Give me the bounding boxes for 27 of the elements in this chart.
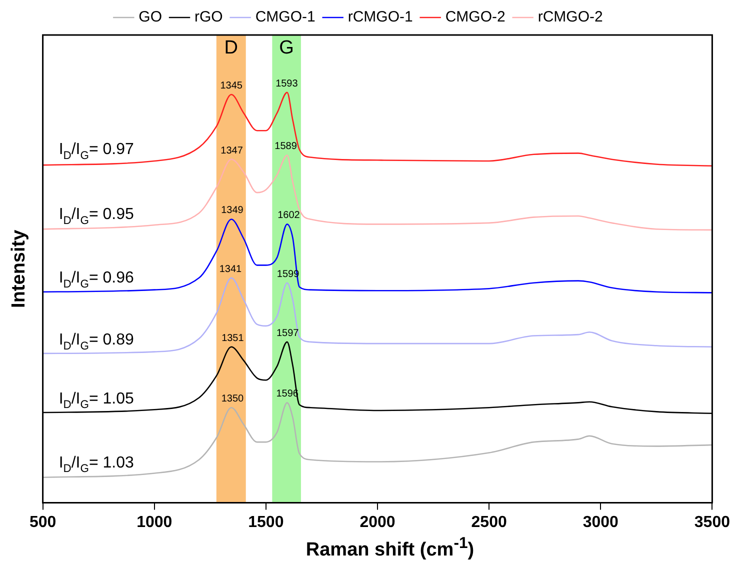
legend-label: GO [138,8,162,26]
x-tick-label: 1000 [136,514,172,531]
x-tick-label: 2000 [360,514,396,531]
y-axis-title: Intensity [8,229,30,308]
x-tick-label: 3500 [694,514,730,531]
band-label: D [224,38,238,59]
x-axis-title: Raman shift (cm$^{-1}$) [304,535,476,562]
legend-label: rCMGO-2 [538,8,603,26]
annotation: 1602 [278,210,300,222]
annotation: 1351 [222,332,244,344]
annotation: 1589 [274,141,298,152]
legend-label: CMGO-2 [445,8,506,26]
x-tick-label: 2500 [471,514,507,531]
legend-label: rCMGO-1 [348,8,413,26]
annotation: 1341 [219,264,242,275]
annotation: 1349 [221,205,244,216]
band-label: G [279,38,294,59]
annotation: 1345 [220,80,243,92]
x-tick-label: 1500 [248,514,284,531]
x-tick-label: 3000 [582,514,619,531]
legend-label: CMGO-1 [255,8,316,26]
x-tick-label: 500 [29,514,56,531]
annotation: 1597 [276,328,300,339]
annotation: 1350 [221,394,244,405]
annotation: 1347 [220,145,244,156]
legend-label: rGO [194,8,223,26]
annotation: 1593 [276,78,298,90]
